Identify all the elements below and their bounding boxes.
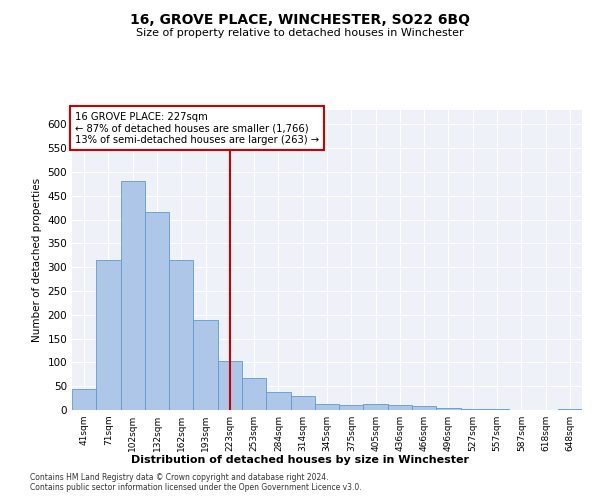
Bar xyxy=(96,260,121,410)
Bar xyxy=(121,182,145,410)
Y-axis label: Number of detached properties: Number of detached properties xyxy=(32,178,42,342)
Bar xyxy=(290,396,315,410)
Bar xyxy=(436,408,461,410)
Bar xyxy=(364,404,388,410)
Text: Distribution of detached houses by size in Winchester: Distribution of detached houses by size … xyxy=(131,455,469,465)
Bar xyxy=(412,406,436,410)
Bar xyxy=(558,409,582,410)
Text: Size of property relative to detached houses in Winchester: Size of property relative to detached ho… xyxy=(136,28,464,38)
Bar xyxy=(145,212,169,410)
Bar xyxy=(218,361,242,410)
Bar xyxy=(169,260,193,410)
Text: 16, GROVE PLACE, WINCHESTER, SO22 6BQ: 16, GROVE PLACE, WINCHESTER, SO22 6BQ xyxy=(130,12,470,26)
Bar xyxy=(461,408,485,410)
Bar xyxy=(242,378,266,410)
Bar xyxy=(315,404,339,410)
Bar xyxy=(339,405,364,410)
Bar xyxy=(388,405,412,410)
Bar xyxy=(193,320,218,410)
Text: Contains HM Land Registry data © Crown copyright and database right 2024.: Contains HM Land Registry data © Crown c… xyxy=(30,474,329,482)
Text: 16 GROVE PLACE: 227sqm
← 87% of detached houses are smaller (1,766)
13% of semi-: 16 GROVE PLACE: 227sqm ← 87% of detached… xyxy=(74,112,319,144)
Text: Contains public sector information licensed under the Open Government Licence v3: Contains public sector information licen… xyxy=(30,484,362,492)
Bar xyxy=(266,392,290,410)
Bar xyxy=(485,409,509,410)
Bar xyxy=(72,388,96,410)
